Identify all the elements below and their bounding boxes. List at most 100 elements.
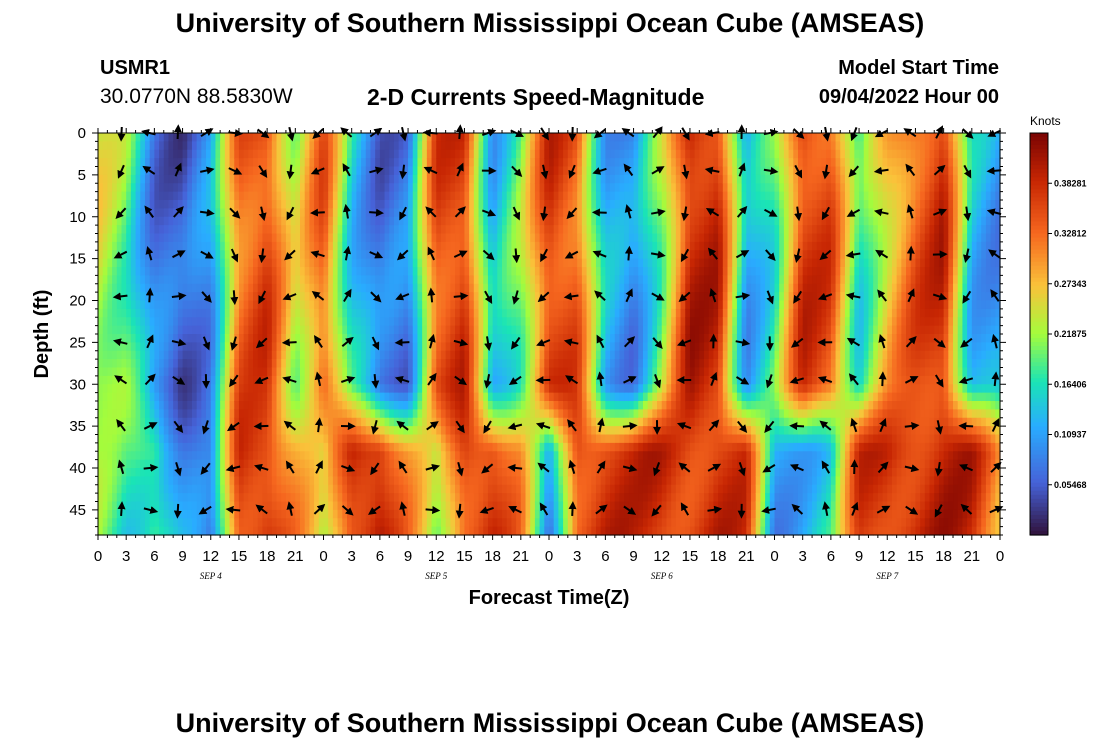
heat-cell [196, 300, 202, 310]
heat-cell [215, 258, 221, 268]
heat-cell [229, 133, 235, 142]
heat-cell [309, 350, 315, 360]
heat-cell [196, 501, 202, 511]
heat-cell [191, 484, 198, 494]
heat-cell [121, 200, 127, 209]
heat-cell [140, 501, 146, 511]
heat-cell [201, 501, 207, 511]
heat-cell [206, 308, 212, 318]
heat-cell [182, 258, 188, 268]
heat-cell [549, 509, 555, 519]
heat-cell [483, 325, 489, 335]
heat-cell [215, 359, 221, 369]
heat-cell [318, 367, 325, 377]
heat-cell [577, 384, 583, 394]
heat-cell [177, 434, 184, 444]
heat-cell [234, 409, 240, 419]
heat-cell [102, 342, 108, 352]
heat-cell [112, 509, 118, 519]
heat-cell [187, 526, 193, 536]
heat-cell [130, 149, 137, 159]
heat-cell [492, 317, 498, 327]
heat-cell [342, 401, 348, 410]
heat-cell [187, 283, 193, 293]
heat-cell [506, 233, 513, 243]
heat-cell [403, 401, 409, 410]
heat-cell [191, 158, 198, 168]
heat-cell [539, 258, 545, 268]
heat-cell [450, 158, 456, 168]
heat-cell [365, 208, 372, 218]
heat-cell [346, 526, 353, 536]
heat-cell [243, 459, 249, 469]
heat-cell [445, 484, 451, 494]
heat-cell [346, 384, 353, 394]
heat-cell [581, 133, 588, 142]
heat-cell [112, 384, 118, 394]
heat-cell [408, 141, 414, 151]
heat-cell [243, 166, 249, 176]
heat-cell [445, 258, 451, 268]
heat-cell [149, 225, 155, 235]
heat-cell [525, 200, 531, 209]
heat-cell [506, 350, 513, 360]
heat-cell [295, 493, 301, 503]
heat-cell [332, 325, 339, 335]
heat-cell [159, 384, 165, 394]
heat-cell [563, 267, 569, 276]
heat-cell [544, 141, 550, 151]
heat-cell [314, 200, 320, 209]
heat-cell [177, 283, 184, 293]
heat-cell [206, 191, 212, 201]
heat-cell [271, 451, 278, 461]
heat-cell [398, 275, 404, 285]
heat-cell [159, 325, 165, 335]
heat-cell [506, 501, 513, 511]
heat-cell [182, 484, 188, 494]
heat-cell [285, 350, 292, 360]
heat-cell [187, 267, 193, 276]
heat-cell [422, 459, 428, 469]
heat-cell [572, 401, 578, 410]
heat-cell [314, 258, 320, 268]
chart-subtitle: 2-D Currents Speed-Magnitude [367, 84, 705, 110]
heat-cell [196, 174, 202, 184]
heat-cell [511, 233, 517, 243]
heat-cell [356, 392, 362, 402]
heat-cell [492, 501, 498, 511]
heat-cell [436, 468, 442, 477]
heat-cell [506, 451, 513, 461]
heat-cell [511, 200, 517, 209]
heat-cell [549, 216, 555, 226]
heat-cell [384, 225, 390, 235]
heat-cell [140, 308, 146, 318]
heat-cell [530, 233, 536, 243]
heat-cell [253, 334, 259, 343]
heat-cell [304, 300, 311, 310]
heat-cell [408, 442, 414, 452]
heat-cell [361, 484, 367, 494]
heat-cell [337, 200, 343, 209]
heat-cell [361, 518, 367, 528]
heat-cell [346, 493, 353, 503]
heat-cell [159, 308, 165, 318]
heat-cell [328, 476, 334, 486]
heat-cell [436, 208, 442, 218]
heat-cell [220, 158, 226, 168]
heat-cell [469, 292, 475, 302]
heat-cell [140, 300, 146, 310]
heat-cell [224, 417, 231, 427]
heat-cell [332, 526, 339, 536]
heat-cell [469, 216, 475, 226]
heat-cell [304, 484, 311, 494]
heat-cell [361, 401, 367, 410]
heat-cell [337, 518, 343, 528]
heat-cell [220, 200, 226, 209]
heat-cell [497, 283, 503, 293]
heat-cell [98, 434, 104, 444]
heat-cell [464, 241, 470, 251]
heat-cell [567, 367, 574, 377]
heat-cell [126, 384, 132, 394]
heat-cell [525, 334, 531, 343]
heat-cell [323, 216, 329, 226]
